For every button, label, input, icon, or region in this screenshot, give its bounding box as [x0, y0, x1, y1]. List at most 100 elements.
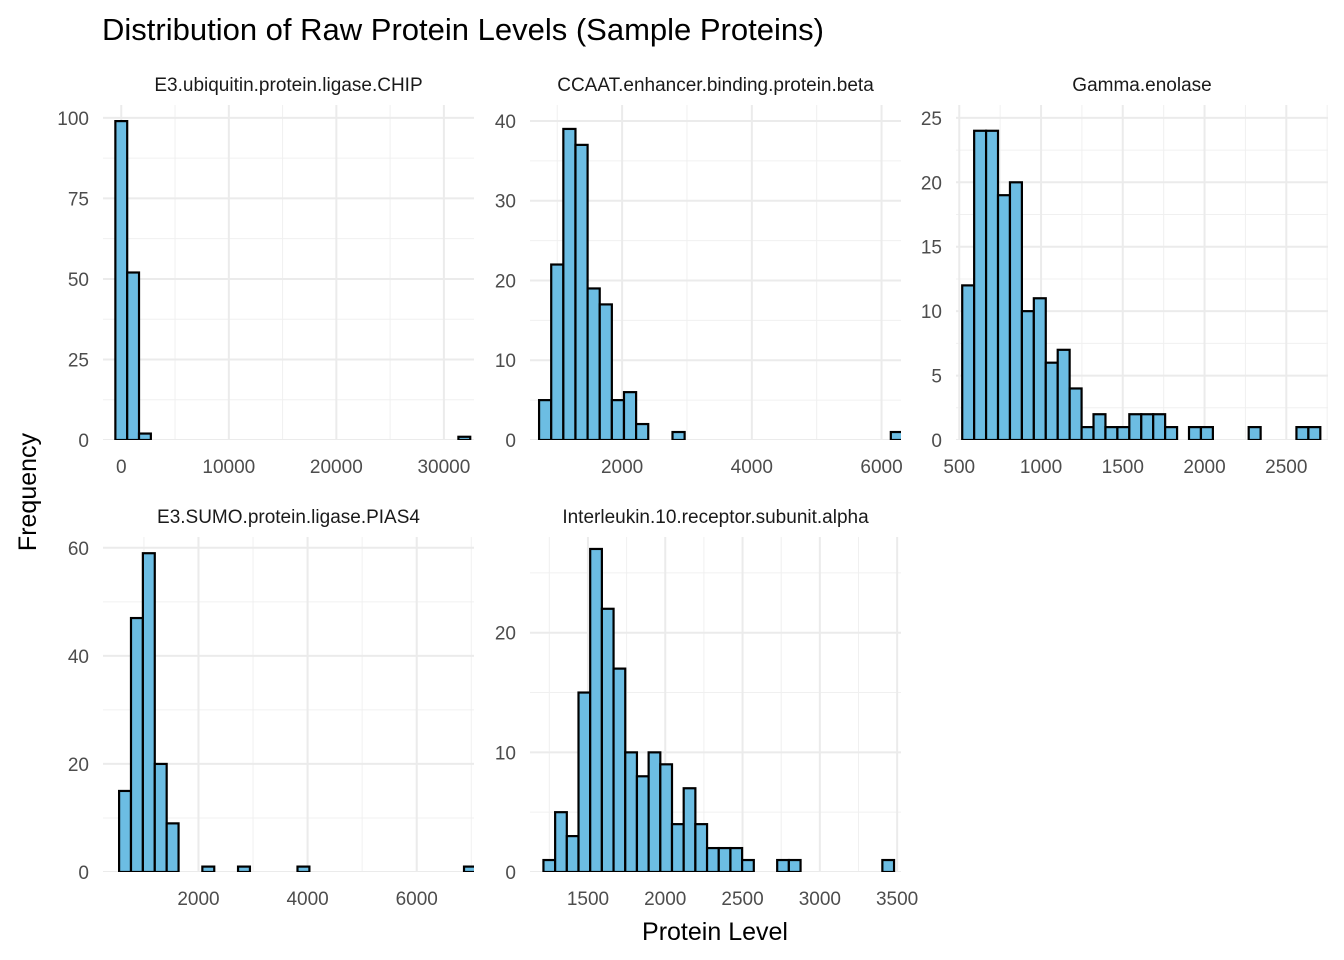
- y-tick-label: 20: [495, 624, 516, 645]
- histogram-bar: [610, 399, 626, 440]
- histogram-bar: [729, 846, 744, 872]
- x-tick-label: 3000: [799, 889, 841, 910]
- y-axis-title: Frequency: [14, 432, 42, 551]
- y-tick-label: 0: [78, 863, 89, 884]
- y-tick-label: 40: [495, 112, 516, 133]
- panel-strip-label: E3.SUMO.protein.ligase.PIAS4: [157, 507, 420, 528]
- x-tick-label: 30000: [417, 457, 470, 478]
- histogram-bar: [1152, 413, 1167, 440]
- histogram-bar: [1187, 426, 1203, 440]
- histogram-bar: [961, 284, 976, 440]
- x-tick-label: 2000: [1183, 457, 1225, 478]
- y-tick-label: 10: [921, 302, 942, 323]
- histogram-bar: [1068, 387, 1083, 440]
- panel-5: 1500 2000 2500 3000 3500 0 10 20 Interleukin.10.…: [495, 507, 918, 910]
- histogram-bar: [1116, 426, 1131, 440]
- x-axis-title: Protein Level: [642, 918, 788, 946]
- histogram-bar: [153, 762, 168, 872]
- x-tick-label: 20000: [310, 457, 363, 478]
- histogram-bar: [973, 129, 988, 440]
- y-tick-label: 50: [68, 270, 89, 291]
- bars: [961, 129, 1322, 440]
- histogram-bar: [741, 858, 755, 872]
- panel-strip-label: E3.ubiquitin.protein.ligase.CHIP: [154, 75, 422, 96]
- histogram-bar: [236, 865, 252, 872]
- histogram-bar: [1140, 413, 1155, 440]
- panel-1: 0 10000 20000 30000 0 25 50 75 100 E3.ubiquitin.p…: [57, 75, 474, 478]
- y-tick-label: 10: [495, 351, 516, 372]
- histogram-bar: [624, 751, 639, 872]
- histogram-bar: [1008, 181, 1023, 440]
- histogram-bar: [165, 822, 180, 872]
- histogram-bar: [126, 271, 141, 440]
- y-tick-label: 20: [921, 173, 942, 194]
- panel-4: 2000 4000 6000 0 20 40 60 E3.SUMO.protein.ligas…: [68, 507, 474, 910]
- histogram-bar: [1080, 426, 1095, 440]
- y-tick-label: 20: [68, 755, 89, 776]
- panel-strip-label: Interleukin.10.receptor.subunit.alpha: [562, 507, 869, 528]
- histogram-bar: [137, 432, 152, 440]
- x-tick-label: 6000: [860, 457, 902, 478]
- y-tick-label: 10: [495, 743, 516, 764]
- y-tick-label: 0: [931, 431, 942, 452]
- histogram-bar: [565, 835, 580, 872]
- histogram-bar: [647, 751, 662, 872]
- histogram-bar: [586, 287, 601, 440]
- bars: [542, 547, 896, 872]
- histogram-bar: [1020, 310, 1035, 440]
- x-tick-label: 1500: [1102, 457, 1144, 478]
- x-tick-label: 10000: [202, 457, 255, 478]
- histogram-bar: [117, 789, 133, 872]
- histogram-bar: [141, 552, 156, 872]
- y-tick-label: 0: [505, 863, 516, 884]
- histogram-bar: [881, 858, 896, 872]
- histogram-bar: [622, 391, 638, 440]
- histogram-bar: [889, 430, 901, 440]
- y-tick-label: 5: [931, 367, 942, 388]
- y-tick-label: 40: [68, 647, 89, 668]
- histogram-bar: [670, 823, 685, 872]
- histogram-bar: [705, 846, 720, 872]
- panels-group: 0 10000 20000 300000255075100E3.ubiquitin.p…: [57, 75, 1328, 910]
- histogram-bar: [996, 194, 1012, 440]
- histogram-bar: [1164, 426, 1179, 440]
- y-tick-label: 0: [78, 431, 89, 452]
- histogram-bar: [1199, 426, 1214, 440]
- histogram-bar: [717, 846, 732, 872]
- histogram-bar: [542, 858, 557, 872]
- histogram-bar: [1104, 426, 1119, 440]
- histogram-bar: [659, 763, 674, 872]
- histogram-bar: [1032, 297, 1047, 440]
- histogram-bar: [635, 775, 650, 872]
- histogram-bar: [1092, 413, 1107, 440]
- x-tick-label: 2000: [601, 457, 643, 478]
- histogram-bar: [201, 865, 216, 872]
- histogram-bar: [694, 823, 709, 872]
- grid: [103, 537, 474, 872]
- panel-2: 2000 4000 6000 0 10 20 30 40 CCAAT.enhancer.bind…: [495, 75, 903, 478]
- histogram-bar: [612, 667, 627, 872]
- x-tick-label: 2000: [177, 889, 219, 910]
- x-tick-label: 2500: [721, 889, 763, 910]
- histogram-bar: [562, 127, 577, 440]
- histogram-bar: [550, 263, 565, 440]
- histogram-bar: [1044, 361, 1059, 440]
- x-tick-label: 500: [943, 457, 975, 478]
- grid: [103, 105, 474, 440]
- histogram-bar: [114, 120, 129, 440]
- histogram-bar: [635, 422, 650, 440]
- histogram-bar: [682, 787, 697, 872]
- panel-strip-label: Gamma.enolase: [1072, 75, 1211, 96]
- x-tick-label: 1000: [1020, 457, 1062, 478]
- histogram-bar: [598, 303, 613, 440]
- y-tick-label: 0: [505, 431, 516, 452]
- histogram-bar: [296, 865, 311, 872]
- bars: [114, 120, 472, 440]
- histogram-bar: [589, 547, 603, 872]
- histogram-bar: [984, 129, 1000, 440]
- histogram-bar: [1056, 348, 1071, 440]
- histogram-bar: [462, 865, 474, 872]
- panel-strip-label: CCAAT.enhancer.binding.protein.beta: [557, 75, 874, 96]
- x-tick-label: 3500: [876, 889, 918, 910]
- histogram-bar: [671, 430, 686, 440]
